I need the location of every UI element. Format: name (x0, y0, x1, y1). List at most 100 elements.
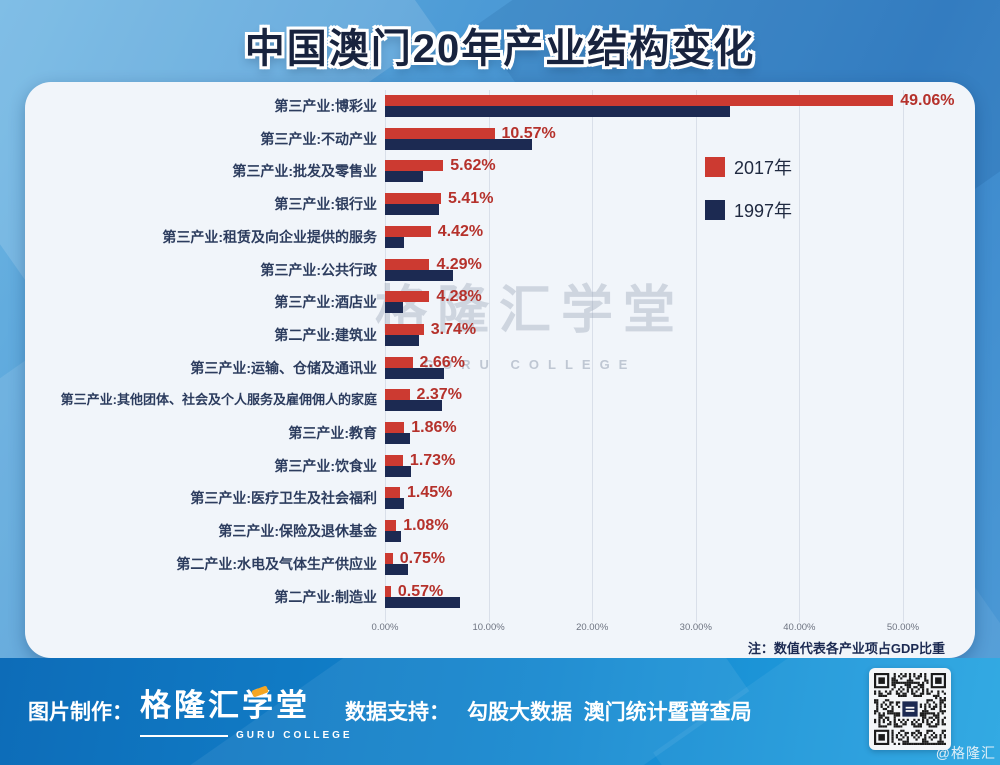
category-label: 第三产业:其他团体、社会及个人服务及雇佣佣人的家庭 (60, 392, 377, 408)
bar-1997 (385, 498, 404, 510)
bar-2017 (385, 356, 413, 368)
bar-2017 (385, 520, 397, 532)
qr-center-logo (902, 701, 918, 717)
bar-1997 (385, 465, 411, 477)
x-tick-label: 30.00% (679, 622, 712, 633)
value-label: 49.06% (900, 92, 955, 109)
gridline (488, 90, 490, 622)
value-label: 4.28% (436, 288, 482, 306)
bar-1997 (385, 367, 445, 379)
chart-legend: 2017年 1997年 (705, 154, 792, 240)
category-label: 第三产业:饮食业 (274, 457, 377, 474)
chart-note: 注：数值代表各产业项占GDP比重 (747, 641, 945, 656)
category-label: 第三产业:医疗卫生及社会福利 (190, 490, 377, 507)
gridline (903, 90, 904, 622)
category-label: 第三产业:保险及退休基金 (218, 523, 377, 540)
value-label: 5.41% (448, 190, 494, 208)
logo-subtitle: GURU COLLEGE (236, 730, 353, 741)
bar-2017 (385, 454, 403, 466)
legend-item-1997: 1997年 (705, 197, 792, 223)
x-tick-label: 20.00% (576, 622, 609, 633)
bar-2017 (385, 552, 393, 564)
bar-2017 (385, 389, 410, 401)
footer-bar: 图片制作： 格隆汇学堂 GURU COLLEGE 数据支持： 勾股大数据 澳门统… (0, 658, 1000, 765)
value-label: 2.37% (416, 386, 462, 404)
gridline (695, 90, 697, 622)
bar-1997 (385, 563, 408, 575)
qr-code (869, 668, 951, 750)
bar-2017 (385, 323, 424, 335)
bar-2017 (385, 487, 401, 499)
bar-2017 (385, 291, 430, 303)
bar-2017 (385, 95, 894, 106)
value-label: 4.42% (437, 222, 484, 240)
value-label: 5.62% (450, 157, 496, 175)
value-label: 1.73% (409, 451, 456, 469)
bar-2017 (385, 585, 391, 597)
category-label: 第三产业:运输、仓储及通讯业 (190, 359, 377, 376)
qr-code-pattern (874, 673, 946, 745)
bar-1997 (385, 400, 442, 412)
bar-1997 (385, 302, 403, 314)
chart-gridlines (25, 90, 975, 622)
x-tick-label: 0.00% (371, 622, 399, 633)
x-tick-label: 50.00% (886, 622, 920, 633)
page-title: 中国澳门20年产业结构变化 (244, 27, 756, 71)
logo-text: 格隆汇学堂 (140, 688, 310, 723)
category-label: 第二产业:水电及气体生产供应业 (176, 555, 377, 572)
bar-1997 (385, 596, 460, 608)
bar-2017 (385, 225, 431, 237)
bar-2017 (385, 160, 444, 172)
value-label: 10.57% (501, 124, 556, 142)
bar-2017 (385, 422, 405, 433)
category-label: 第三产业:公共行政 (260, 261, 377, 278)
category-label: 第三产业:教育 (288, 425, 377, 441)
value-label: 0.75% (399, 549, 446, 567)
bar-1997 (385, 138, 533, 150)
bar-1997 (385, 334, 420, 346)
bar-2017 (385, 258, 430, 270)
category-label: 第三产业:酒店业 (274, 294, 377, 311)
legend-label-2017: 2017年 (734, 158, 793, 178)
value-label: 1.45% (407, 484, 453, 502)
bar-1997 (385, 531, 401, 543)
x-tick-label: 10.00% (472, 622, 505, 633)
bar-1997 (385, 433, 410, 444)
value-label: 3.74% (430, 320, 477, 338)
value-label: 1.08% (403, 517, 449, 535)
value-label: 4.29% (436, 255, 482, 273)
bar-1997 (385, 236, 404, 248)
bar-chart: 第三产业:博彩业 49.06% 第三产业:不动产业 10.57% 第三产业:批发及零售业… (25, 82, 975, 658)
data-sources: 勾股大数据 澳门统计暨普查局 (467, 701, 752, 724)
chart-panel: 格隆汇学堂 GURU COLLEGE 第三产业:博彩业 49.06% 第三产业:不动… (25, 82, 975, 658)
bar-2017 (385, 127, 495, 139)
legend-swatch-2017 (705, 157, 725, 177)
gridline (592, 90, 594, 622)
made-by-label: 图片制作： (28, 701, 133, 724)
legend-item-2017: 2017年 (705, 154, 792, 180)
logo-underline (140, 734, 228, 737)
category-label: 第二产业:建筑业 (274, 326, 377, 343)
watermark-handle: @格隆汇 (935, 745, 996, 761)
bar-1997 (385, 171, 424, 183)
category-label: 第三产业:批发及零售业 (232, 163, 377, 180)
x-tick-label: 40.00% (783, 622, 816, 633)
gelonghui-logo: 格隆汇学堂 GURU COLLEGE (140, 680, 353, 741)
legend-label-1997: 1997年 (734, 201, 793, 221)
category-label: 第三产业:银行业 (274, 196, 377, 213)
category-label: 第三产业:不动产业 (260, 130, 377, 147)
bar-1997 (385, 106, 730, 117)
value-label: 2.66% (419, 353, 465, 371)
gridline (385, 90, 386, 622)
legend-swatch-1997 (705, 200, 725, 220)
value-label: 1.86% (411, 419, 457, 436)
category-label: 第三产业:租赁及向企业提供的服务 (162, 228, 377, 245)
category-label: 第三产业:博彩业 (274, 98, 377, 114)
bar-1997 (385, 204, 439, 216)
bar-1997 (385, 269, 454, 281)
gridline (799, 90, 801, 622)
x-axis-tick-labels: 0.00% 10.00% 20.00% 30.00% 40.00% 50.00% (25, 622, 975, 636)
category-label: 第二产业:制造业 (274, 588, 377, 605)
value-label: 0.57% (397, 582, 444, 600)
